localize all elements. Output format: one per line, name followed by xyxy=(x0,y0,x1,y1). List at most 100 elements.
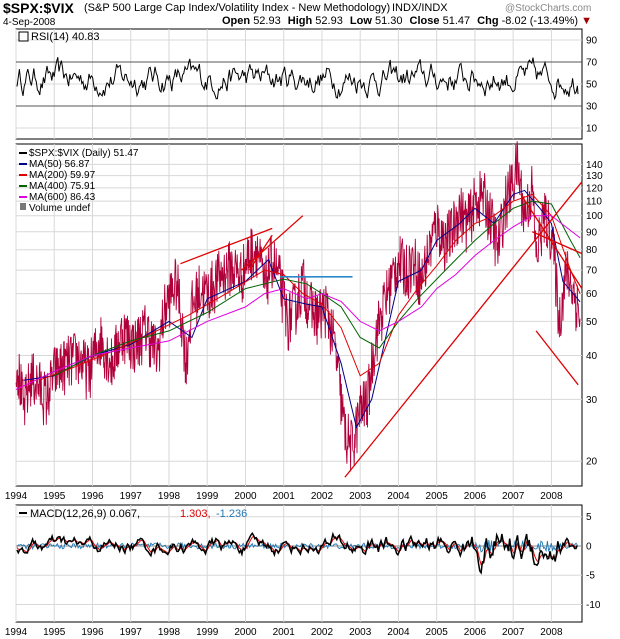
low-label: Low xyxy=(349,15,372,27)
price-legend-label: Volume undef xyxy=(29,203,90,214)
price-legend-label: $SPX:$VIX (Daily) 51.47 xyxy=(29,148,139,159)
rsi-line xyxy=(16,57,579,101)
price-legend-label: MA(200) 59.97 xyxy=(29,170,96,181)
price-tick-label: 40 xyxy=(586,351,598,362)
macd-x-tick-label: 1997 xyxy=(120,627,143,638)
trendline xyxy=(248,234,273,271)
open-label: Open xyxy=(222,15,251,27)
symbol-title: $SPX:$VIX xyxy=(3,0,74,16)
price-x-tick-label: 2006 xyxy=(464,491,487,502)
exchange-label: INDX/INDX xyxy=(392,2,448,14)
volume-legend-icon xyxy=(20,203,26,210)
macd-x-tick-label: 2008 xyxy=(540,627,563,638)
macd-x-tick-label: 1999 xyxy=(196,627,219,638)
macd-histogram xyxy=(16,539,578,553)
price-tick-label: 90 xyxy=(586,227,598,238)
ma600-line xyxy=(15,215,581,390)
rsi-tick-label: 90 xyxy=(586,36,598,47)
trendline xyxy=(532,231,583,255)
macd-signal-legend-label: 1.303, xyxy=(180,508,211,520)
high-label: High xyxy=(287,15,313,27)
price-x-tick-label: 1996 xyxy=(81,491,104,502)
rsi-legend-swatch xyxy=(18,31,29,42)
price-x-tick-label: 2007 xyxy=(502,491,525,502)
price-legend-label: MA(600) 86.43 xyxy=(29,192,96,203)
rsi-tick-label: 70 xyxy=(586,58,598,69)
rsi-tick-label: 10 xyxy=(586,124,598,135)
macd-legend-label: MACD(12,26,9) 0.067, xyxy=(30,508,140,520)
rsi-panel: 10 30 50 70 90 RSI(14) 40.83 xyxy=(15,28,598,140)
ohlc-readout: Open 52.93 High 52.93 Low 51.30 Close 51… xyxy=(222,15,592,27)
price-x-tick-label: 2005 xyxy=(426,491,449,502)
symbol-description: (S&P 500 Large Cap Index/Volatility Inde… xyxy=(84,2,391,14)
price-tick-label: 20 xyxy=(586,457,598,468)
price-tick-label: 60 xyxy=(586,289,598,300)
rsi-legend-label: RSI(14) 40.83 xyxy=(31,31,99,43)
open-value: 52.93 xyxy=(253,15,281,27)
ma200-line xyxy=(38,193,581,381)
close-value: 51.47 xyxy=(442,15,471,27)
watermark: @StockCharts.com xyxy=(505,3,592,14)
macd-x-tick-label: 1994 xyxy=(5,627,28,638)
close-label: Close xyxy=(409,15,440,27)
price-x-tick-label: 1997 xyxy=(120,491,143,502)
trendline xyxy=(344,181,583,478)
price-tick-label: 50 xyxy=(586,317,598,328)
macd-x-tick-label: 2000 xyxy=(234,627,257,638)
price-series-line xyxy=(15,141,581,472)
rsi-tick-label: 30 xyxy=(586,102,598,113)
price-x-tick-label: 2002 xyxy=(311,491,334,502)
price-x-tick-label: 2003 xyxy=(349,491,372,502)
macd-panel: 5 0 -5 -10 1994 1995 1996 1997 1998 1999 2000 2001 2… xyxy=(5,504,601,638)
macd-x-tick-label: 1995 xyxy=(43,627,66,638)
trendline xyxy=(520,194,583,289)
price-x-tick-label: 1999 xyxy=(196,491,219,502)
price-tick-label: 130 xyxy=(586,171,603,182)
price-x-tick-label: 1994 xyxy=(5,491,28,502)
macd-x-tick-label: 2002 xyxy=(311,627,334,638)
trendline xyxy=(241,215,304,271)
macd-x-tick-label: 2001 xyxy=(273,627,296,638)
down-arrow-icon: ▼ xyxy=(581,15,593,27)
price-panel-frame xyxy=(15,143,583,487)
price-tick-label: 140 xyxy=(586,160,603,171)
macd-x-tick-label: 2006 xyxy=(464,627,487,638)
macd-x-tick-label: 2005 xyxy=(426,627,449,638)
macd-line xyxy=(16,531,578,575)
chg-label: Chg xyxy=(477,15,499,27)
price-x-tick-label: 2008 xyxy=(540,491,563,502)
macd-tick-label: -10 xyxy=(586,600,601,611)
price-tick-label: 100 xyxy=(586,211,603,222)
trendline xyxy=(180,227,273,265)
chg-value: -8.02 (-13.49%) xyxy=(501,15,579,27)
high-value: 52.93 xyxy=(315,15,343,27)
price-x-tick-label: 1998 xyxy=(158,491,181,502)
macd-tick-label: 0 xyxy=(586,541,592,552)
price-x-tick-label: 2004 xyxy=(387,491,410,502)
price-x-tick-label: 1995 xyxy=(43,491,66,502)
price-legend-label: MA(50) 56.87 xyxy=(29,159,90,170)
price-tick-label: 110 xyxy=(586,197,602,208)
price-tick-label: 70 xyxy=(586,266,598,277)
macd-tick-label: 5 xyxy=(586,512,592,523)
rsi-tick-label: 50 xyxy=(586,80,598,91)
trendline xyxy=(535,330,579,386)
macd-x-tick-label: 1998 xyxy=(158,627,181,638)
macd-x-tick-label: 1996 xyxy=(81,627,104,638)
price-tick-label: 80 xyxy=(586,245,598,256)
low-value: 51.30 xyxy=(374,15,403,27)
price-legend-label: MA(400) 75.91 xyxy=(29,181,96,192)
macd-x-tick-label: 2004 xyxy=(387,627,410,638)
macd-panel-frame xyxy=(15,504,583,623)
price-x-tick-label: 2001 xyxy=(273,491,296,502)
price-tick-label: 30 xyxy=(586,395,598,406)
macd-x-tick-label: 2003 xyxy=(349,627,372,638)
price-x-tick-label: 2000 xyxy=(234,491,257,502)
macd-x-tick-label: 2007 xyxy=(502,627,525,638)
macd-tick-label: -5 xyxy=(586,571,595,582)
chart-date: 4-Sep-2008 xyxy=(3,17,56,28)
price-tick-label: 120 xyxy=(586,183,603,194)
ma400-line xyxy=(53,200,581,377)
